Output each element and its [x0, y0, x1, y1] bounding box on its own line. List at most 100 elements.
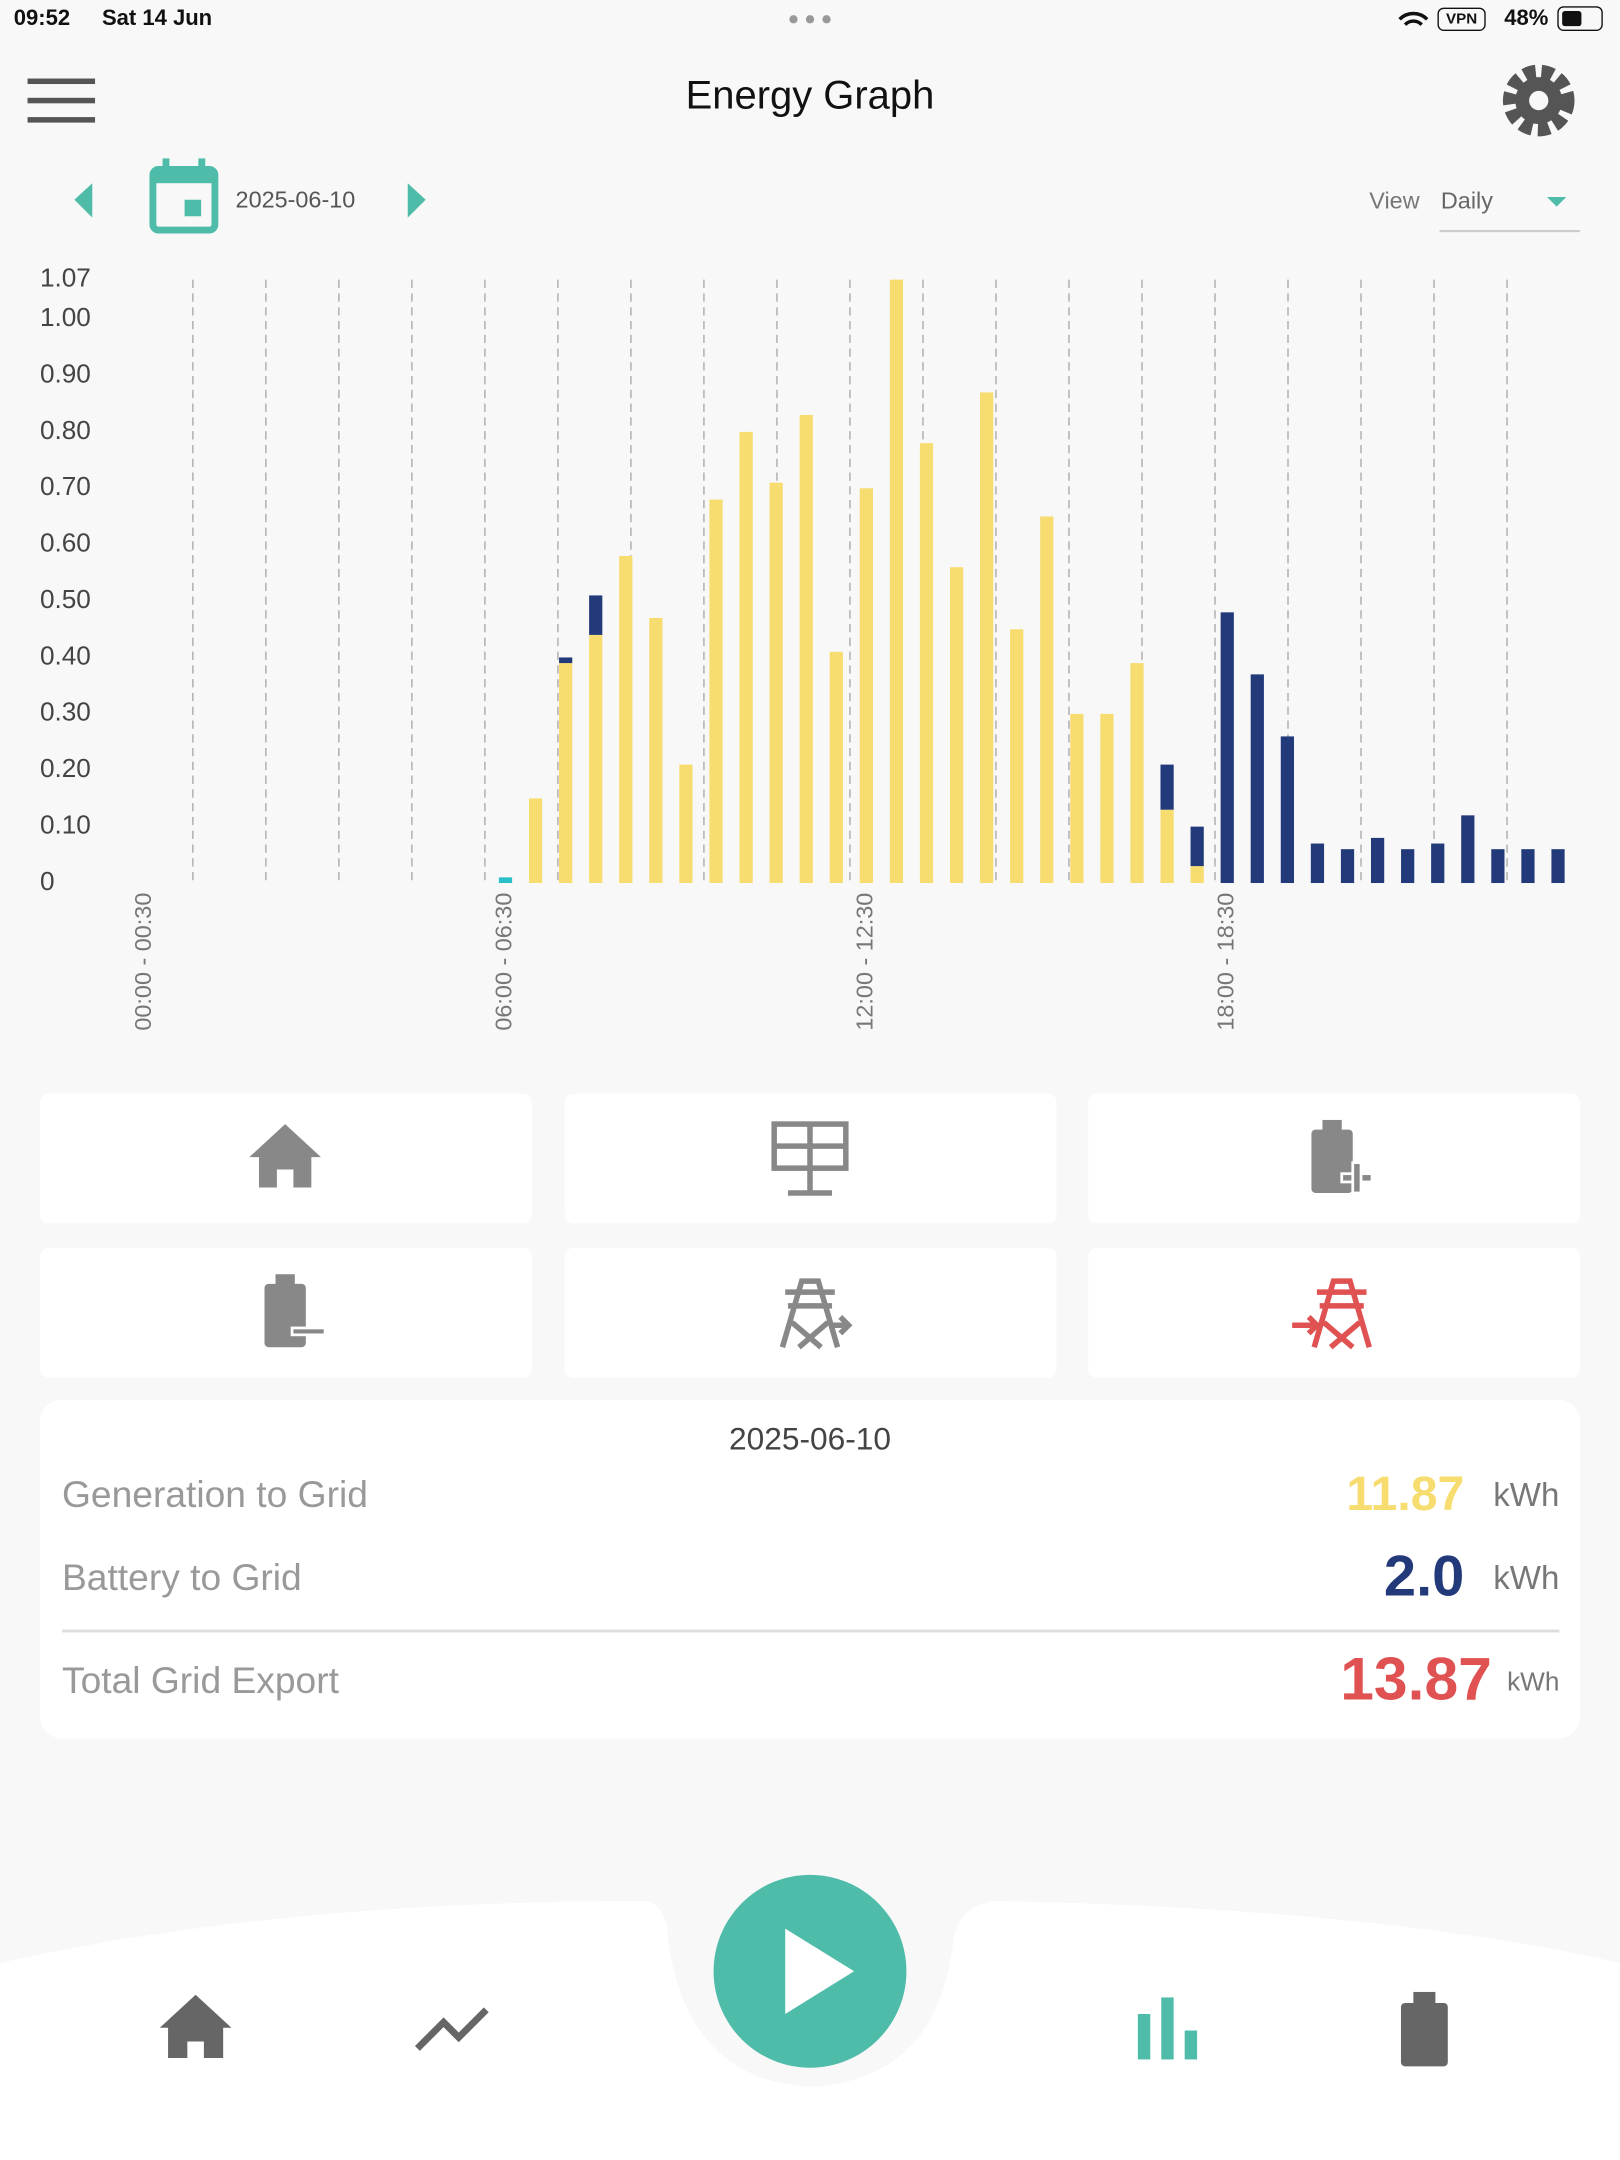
- calendar[interactable]: [149, 158, 219, 234]
- battery-minus-icon: [264, 1274, 327, 1348]
- prev-day[interactable]: [74, 183, 93, 218]
- bar-segment: [1491, 849, 1505, 884]
- dropdown-arrow[interactable]: [1546, 196, 1567, 207]
- y-tick-label: 1.07: [40, 263, 91, 293]
- row-unit: kWh: [1507, 1666, 1559, 1696]
- x-tick-label: 00:00 - 00:30: [130, 893, 156, 1031]
- battery-pct: 48%: [1504, 5, 1549, 30]
- grid-export-button[interactable]: [1088, 1248, 1581, 1378]
- y-tick-label: 0.80: [40, 415, 91, 445]
- bar-segment: [1431, 843, 1445, 884]
- bar-segment: [1190, 826, 1204, 867]
- vpn-box: [1437, 7, 1486, 31]
- bar-segment: [649, 617, 663, 884]
- bar-segment: [919, 443, 934, 884]
- view-select[interactable]: Daily: [1441, 188, 1493, 214]
- next-day[interactable]: [407, 183, 426, 218]
- bar-segment: [1160, 809, 1174, 884]
- y-tick-label: 0: [40, 866, 55, 896]
- bar-segment: [619, 555, 633, 884]
- wifi: [1398, 11, 1429, 27]
- battery-plus-icon: [1311, 1119, 1374, 1195]
- bar-segment: [1010, 629, 1024, 884]
- home-icon: [249, 1124, 321, 1188]
- y-tick-label: 0.90: [40, 358, 91, 388]
- bar-segment: [1070, 713, 1084, 884]
- selected-date[interactable]: 2025-06-10: [236, 186, 356, 212]
- bar-segment: [1551, 849, 1565, 884]
- bar-segment: [1401, 849, 1415, 884]
- y-tick-label: 0.10: [40, 810, 91, 840]
- bar-segment: [589, 634, 603, 884]
- bar-segment: [1521, 849, 1535, 884]
- bar-segment: [679, 764, 693, 884]
- y-tick-label: 0.70: [40, 471, 91, 501]
- bar-segment: [559, 663, 573, 884]
- y-tick-label: 0.60: [40, 528, 91, 558]
- grid-import-button[interactable]: [564, 1248, 1057, 1378]
- bar-segment: [889, 279, 904, 884]
- dropdown-underline: [1439, 230, 1581, 233]
- time: 09:52: [14, 5, 70, 30]
- summary-rows: Generation to Grid kWh 11.87 Battery to Gri…: [62, 1467, 1559, 1712]
- tab-chart[interactable]: [1137, 1997, 1198, 2060]
- row-label: Total Grid Export: [62, 1659, 340, 1701]
- bar-segment: [1310, 843, 1325, 884]
- y-tick-label: 0.40: [40, 640, 91, 670]
- bar-segment: [1280, 736, 1294, 884]
- chart: 0 0.10 0.20 0.30 0.40 0.50 0.60 0.70 0.80 0.90 1.0…: [40, 263, 1565, 1031]
- y-tick-label: 0.50: [40, 584, 91, 614]
- bar-segment: [498, 877, 513, 884]
- title: Energy Graph: [686, 73, 935, 117]
- y-tick-label: 0.30: [40, 697, 91, 727]
- bar-segment: [739, 431, 753, 884]
- row-unit: kWh: [1493, 1560, 1559, 1597]
- y-tick-label: 0.20: [40, 753, 91, 783]
- bar-segment: [1130, 663, 1144, 884]
- bar-segment: [1370, 837, 1385, 884]
- row-label: Battery to Grid: [62, 1556, 302, 1598]
- grid-export-icon: [1292, 1278, 1372, 1350]
- bar-segment: [1340, 849, 1355, 884]
- settings[interactable]: [1502, 64, 1575, 137]
- view-label: View: [1369, 188, 1419, 214]
- bar-segment: [1190, 866, 1204, 884]
- battery-icon: [1557, 6, 1603, 31]
- bar-segment: [1250, 674, 1264, 884]
- tab-home[interactable]: [159, 1994, 232, 2059]
- bar-segment: [859, 488, 873, 884]
- date: Sat 14 Jun: [102, 5, 212, 30]
- bar-segment: [1220, 612, 1234, 884]
- bar-segment: [769, 482, 783, 884]
- tab-battery[interactable]: [1400, 1991, 1448, 2067]
- bar-segment: [1160, 764, 1174, 810]
- bar-segment: [799, 414, 813, 884]
- tab-trend[interactable]: [414, 2007, 489, 2051]
- row-value: 11.87: [1346, 1467, 1464, 1521]
- menu[interactable]: [27, 78, 96, 123]
- bar-segment: [1461, 815, 1475, 884]
- bar-segment: [589, 595, 603, 635]
- x-tick-label: 12:00 - 12:30: [852, 893, 878, 1031]
- bar-segment: [1040, 516, 1054, 884]
- row-label: Generation to Grid: [62, 1473, 368, 1515]
- vpn: VPN: [1446, 10, 1477, 27]
- bar-segment: [559, 657, 573, 664]
- divider: [61, 1629, 1560, 1633]
- bar-segment: [949, 567, 964, 884]
- row-unit: kWh: [1493, 1477, 1559, 1514]
- dots: [789, 15, 831, 24]
- row-value: 2.0: [1384, 1544, 1464, 1608]
- bar-segment: [1100, 713, 1114, 884]
- bar-segment: [829, 651, 843, 884]
- summary-date: 2025-06-10: [729, 1420, 891, 1456]
- solar-icon: [771, 1121, 849, 1196]
- grid-import-icon: [779, 1278, 853, 1350]
- y-tick-label: 1.00: [40, 302, 91, 332]
- bar-segment: [980, 392, 994, 884]
- tab-bar: [0, 1901, 1620, 2160]
- bar-segment: [528, 798, 543, 884]
